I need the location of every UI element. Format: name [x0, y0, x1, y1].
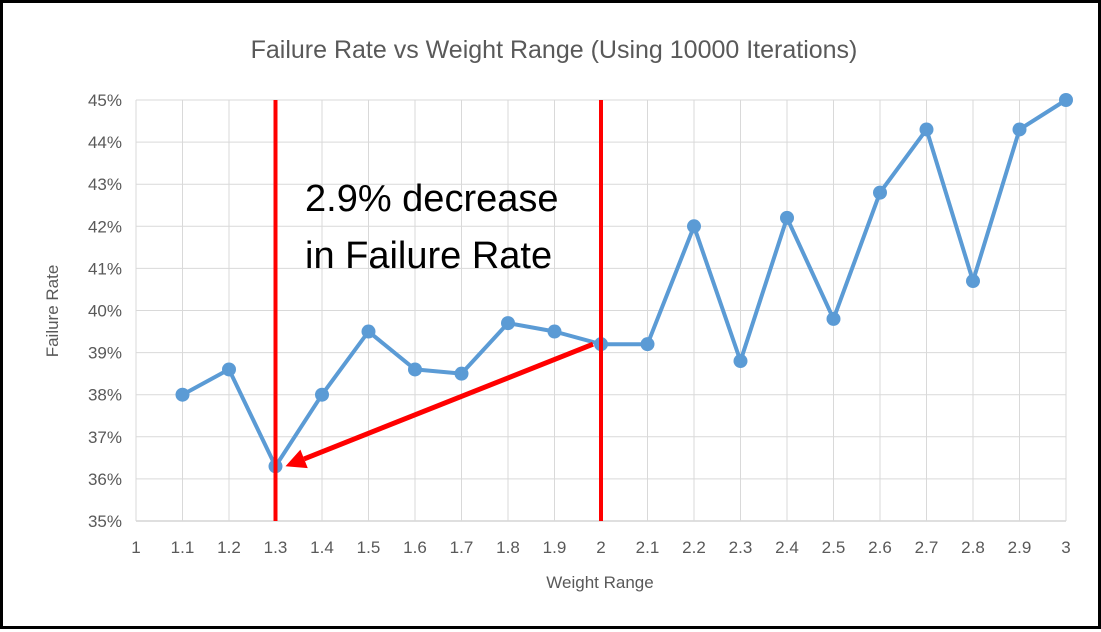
y-axis-label: Failure Rate — [43, 265, 62, 358]
x-tick-label: 1.5 — [357, 538, 381, 557]
x-tick-label: 1.3 — [264, 538, 288, 557]
data-point — [222, 362, 236, 377]
data-point — [315, 387, 329, 402]
x-tick-label: 1.6 — [403, 538, 427, 557]
x-tick-label: 1.1 — [171, 538, 195, 557]
x-tick-label: 1.7 — [450, 538, 474, 557]
y-tick-label: 36% — [88, 470, 122, 489]
data-point — [873, 185, 887, 200]
gridlines — [135, 99, 1067, 522]
data-point — [780, 210, 794, 225]
data-point — [175, 387, 190, 402]
y-tick-label: 38% — [88, 386, 122, 405]
data-point — [640, 337, 655, 352]
x-tick-label: 1.4 — [310, 538, 334, 557]
x-axis-ticks: 1 1.1 1.2 1.3 1.4 1.5 1.6 1.7 1.8 1.9 2 2.1 2.2 2.3 2.… — [131, 538, 1070, 557]
x-tick-label: 2.3 — [729, 538, 753, 557]
y-tick-label: 42% — [88, 217, 122, 236]
x-axis-label: Weight Range — [546, 573, 653, 592]
annotation-text-line2: in Failure Rate — [305, 235, 552, 277]
x-tick-label: 2.6 — [868, 538, 892, 557]
chart-title: Failure Rate vs Weight Range (Using 1000… — [251, 36, 858, 64]
x-tick-label: 2.7 — [915, 538, 939, 557]
y-tick-label: 37% — [88, 428, 122, 447]
annotation-arrow-shaft — [303, 341, 594, 462]
x-tick-label: 3 — [1061, 538, 1070, 557]
series-line — [181, 98, 1068, 469]
x-tick-label: 2.5 — [822, 538, 846, 557]
data-point — [1059, 93, 1073, 107]
data-point — [361, 324, 376, 339]
y-tick-label: 43% — [88, 175, 122, 194]
data-point — [547, 324, 562, 339]
data-point — [733, 354, 748, 369]
data-point — [454, 366, 469, 381]
x-tick-label: 1.9 — [543, 538, 567, 557]
x-tick-label: 1 — [131, 538, 140, 557]
x-tick-label: 2.2 — [682, 538, 706, 557]
series-failure-rate — [175, 93, 1073, 474]
line-chart: Failure Rate vs Weight Range (Using 1000… — [43, 36, 1073, 592]
y-tick-label: 40% — [88, 302, 122, 321]
y-tick-label: 39% — [88, 344, 122, 363]
annotations — [273, 100, 603, 521]
data-point — [919, 122, 934, 137]
x-tick-label: 1.2 — [217, 538, 241, 557]
y-tick-label: 45% — [88, 91, 122, 110]
x-tick-label: 2 — [596, 538, 605, 557]
annotation-text-line1: 2.9% decrease — [305, 178, 559, 220]
y-tick-label: 44% — [88, 133, 122, 152]
data-point — [408, 362, 422, 377]
x-tick-label: 1.8 — [496, 538, 520, 557]
y-tick-label: 35% — [88, 512, 122, 531]
data-point — [826, 311, 841, 326]
annotation-arrow-head — [285, 449, 308, 469]
y-tick-label: 41% — [88, 259, 122, 278]
x-tick-label: 2.1 — [636, 538, 660, 557]
data-point — [966, 274, 980, 289]
x-tick-label: 2.4 — [775, 538, 799, 557]
data-point — [687, 219, 701, 234]
data-point — [1012, 122, 1027, 137]
x-tick-label: 2.8 — [961, 538, 985, 557]
y-axis-ticks: 35% 36% 37% 38% 39% 40% 41% 42% 43% 44% 45% — [88, 91, 122, 531]
data-point — [501, 316, 515, 331]
x-tick-label: 2.9 — [1008, 538, 1032, 557]
